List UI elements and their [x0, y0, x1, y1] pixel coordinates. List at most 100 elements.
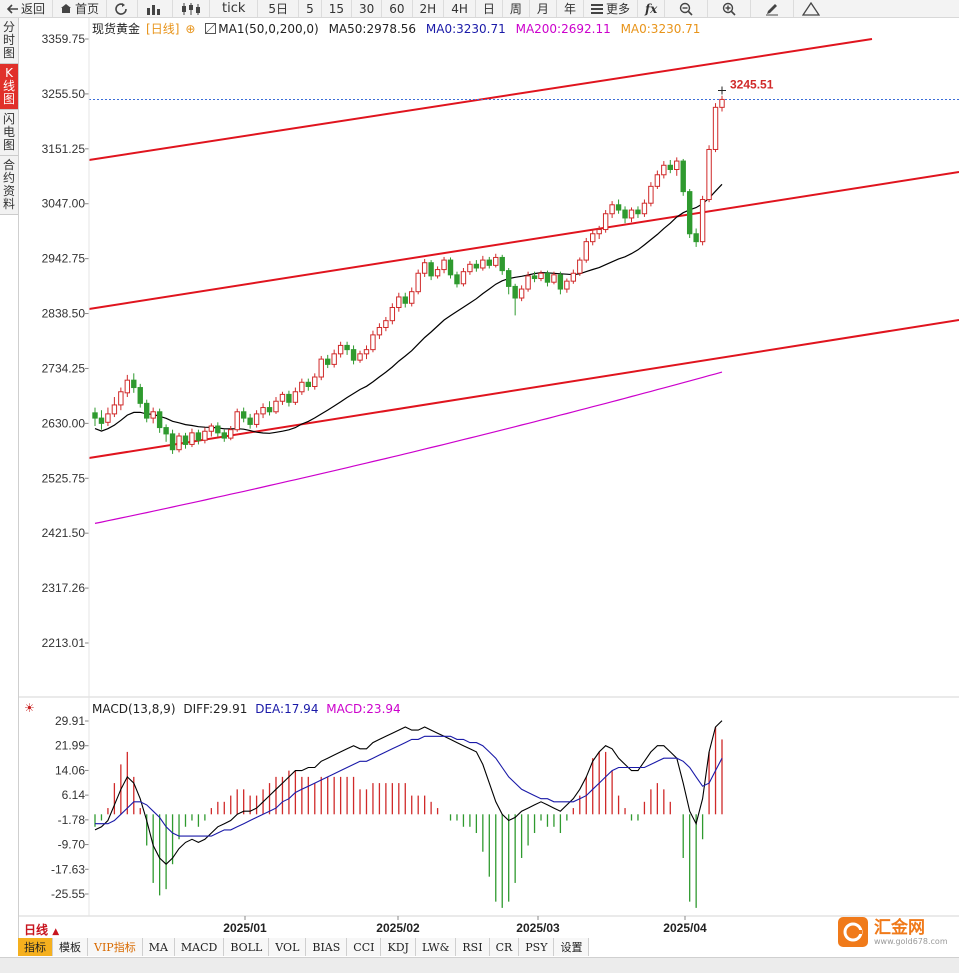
candle: [350, 345, 357, 365]
candle-body: [357, 353, 363, 361]
candle-body: [350, 349, 357, 361]
formula-button[interactable]: fx: [638, 0, 666, 17]
period-4h[interactable]: 4H: [444, 0, 476, 17]
candle: [92, 407, 98, 427]
candle: [105, 407, 111, 427]
candle: [163, 424, 169, 442]
candle: [376, 323, 383, 340]
period-2h[interactable]: 2H: [413, 0, 445, 17]
candle-body: [421, 262, 428, 274]
zoom-out-button[interactable]: [665, 0, 709, 17]
candle-body: [111, 404, 118, 415]
candle-body: [609, 204, 615, 215]
candle: [499, 254, 505, 275]
date-axis-label: 2025/04: [663, 921, 707, 935]
candle: [635, 206, 641, 218]
tab-bias[interactable]: BIAS: [306, 938, 348, 956]
candle-body: [454, 274, 460, 285]
shape-button[interactable]: [794, 0, 828, 17]
candle: [357, 350, 363, 363]
tab-lw[interactable]: LW&: [415, 938, 457, 956]
candle-body: [712, 106, 719, 150]
tab-macd[interactable]: MACD: [174, 938, 225, 956]
macd-legend: MACD(13,8,9) DIFF:29.91 DEA:17.94 MACD:2…: [92, 702, 405, 716]
period-tag[interactable]: [日线]: [146, 22, 180, 36]
candle: [434, 266, 441, 279]
candle-body: [331, 353, 337, 365]
tab-ma[interactable]: MA: [142, 938, 175, 956]
candle-body: [719, 98, 725, 108]
period-15m[interactable]: 15: [322, 0, 352, 17]
tab-timeshare[interactable]: 分时图: [0, 18, 18, 64]
tab-vol[interactable]: VOL: [269, 938, 307, 956]
tab-boll[interactable]: BOLL: [224, 938, 270, 956]
zoom-in-button[interactable]: [708, 0, 752, 17]
period-month[interactable]: 月: [530, 0, 557, 17]
tab-flash[interactable]: 闪电图: [0, 110, 18, 156]
price-axis-label: 3047.00: [42, 197, 86, 211]
candle: [596, 225, 602, 240]
candle-body: [551, 274, 557, 283]
tab-psy[interactable]: PSY: [519, 938, 555, 956]
candle: [208, 423, 215, 437]
indicator-toggle-icon[interactable]: [205, 23, 217, 34]
candle-body: [176, 435, 182, 451]
candle: [273, 397, 279, 414]
candle: [518, 285, 525, 302]
period-5d[interactable]: 5日: [258, 0, 300, 17]
draw-button[interactable]: [751, 0, 795, 17]
crosshair-marker: [718, 86, 726, 95]
tab-templates[interactable]: 模板: [53, 938, 88, 956]
more-label: 更多: [605, 2, 630, 16]
candle-body: [531, 275, 538, 280]
back-button[interactable]: 返回: [0, 0, 54, 17]
candle-body: [344, 344, 350, 351]
candle-body: [544, 272, 551, 283]
tab-vip-indicators[interactable]: VIP指标: [88, 938, 143, 956]
kline-chart[interactable]: 3359.75 3255.50 3151.25 3047.00 2942.75 2838.…: [0, 0, 959, 938]
period-60m[interactable]: 60: [382, 0, 413, 17]
candle-body: [402, 296, 408, 304]
more-button[interactable]: 更多: [584, 0, 638, 17]
candle-body: [396, 296, 402, 308]
candle: [693, 228, 699, 247]
chart-type-button[interactable]: [138, 0, 174, 17]
period-30m[interactable]: 30: [352, 0, 383, 17]
period-year[interactable]: 年: [557, 0, 584, 17]
tick-label: tick: [222, 1, 246, 16]
period-5m[interactable]: 5: [299, 0, 322, 17]
candle: [615, 199, 622, 214]
home-button[interactable]: 首页: [53, 0, 108, 17]
period-week[interactable]: 周: [503, 0, 530, 17]
tick-button[interactable]: tick: [210, 0, 259, 17]
candle: [156, 408, 163, 433]
candle-body: [325, 358, 331, 365]
tab-indicators[interactable]: 指标: [18, 938, 53, 956]
candle: [712, 103, 719, 153]
last-price-label: 3245.51: [730, 77, 774, 91]
candle-type-button[interactable]: [173, 0, 211, 17]
fx-icon: fx: [644, 1, 658, 16]
trend-line: [88, 319, 959, 459]
price-axis-label: 2317.26: [42, 581, 86, 595]
tab-rsi[interactable]: RSI: [456, 938, 490, 956]
period-selector[interactable]: 日线 ▲: [24, 921, 59, 938]
candle: [467, 261, 473, 275]
dea-line: [95, 735, 723, 837]
candle: [583, 237, 589, 263]
tab-settings[interactable]: 设置: [554, 938, 590, 956]
add-indicator-icon[interactable]: ⊕: [185, 22, 196, 36]
tab-cr[interactable]: CR: [489, 938, 520, 956]
refresh-button[interactable]: [107, 0, 139, 17]
candle-body: [602, 213, 609, 231]
candle: [460, 267, 467, 287]
side-divider: [18, 18, 19, 938]
period-day[interactable]: 日: [476, 0, 503, 17]
tab-cci[interactable]: CCI: [347, 938, 382, 956]
candle: [493, 253, 499, 268]
tab-kdj[interactable]: KDJ: [381, 938, 416, 956]
tab-contract-info[interactable]: 合约资料: [0, 156, 18, 215]
candle: [215, 422, 221, 437]
candle: [124, 374, 131, 398]
